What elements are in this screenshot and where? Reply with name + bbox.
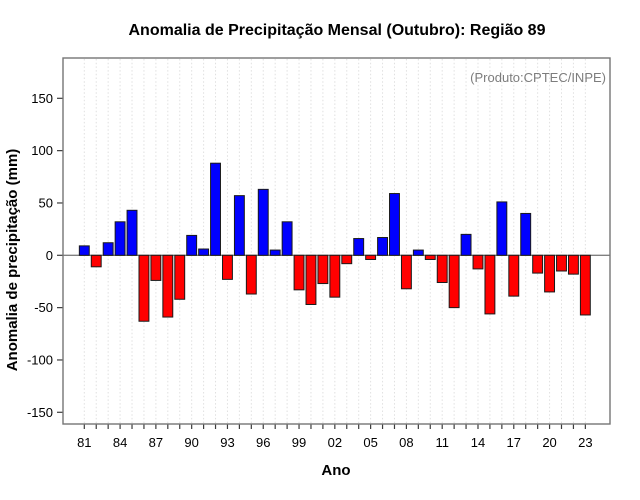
x-tick-label: 02 xyxy=(328,435,342,450)
bar-2023 xyxy=(579,254,591,316)
bar-1987 xyxy=(150,254,162,281)
y-tick-label: 0 xyxy=(46,248,53,263)
bar-1994 xyxy=(233,195,245,256)
bar-1993 xyxy=(222,254,233,280)
bar-2000 xyxy=(305,254,317,305)
x-tick-label: 81 xyxy=(77,435,91,450)
bar-2022 xyxy=(567,254,579,275)
x-tick-label: 93 xyxy=(220,435,234,450)
bar-1986 xyxy=(138,254,150,322)
bar-2011 xyxy=(436,254,448,284)
bar-2007 xyxy=(389,193,400,256)
bar-1981 xyxy=(78,245,90,256)
x-tick-label: 84 xyxy=(113,435,127,450)
x-tick-label: 17 xyxy=(507,435,521,450)
bar-2019 xyxy=(532,254,544,274)
x-tick-label: 90 xyxy=(184,435,198,450)
chart-title: Anomalia de Precipitação Mensal (Outubro… xyxy=(129,22,546,39)
bar-1992 xyxy=(210,162,221,256)
x-tick-label: 99 xyxy=(292,435,306,450)
bar-2009 xyxy=(412,249,424,256)
axis-ticks xyxy=(57,97,586,429)
gridlines xyxy=(83,59,586,423)
bar-1995 xyxy=(245,254,257,295)
x-tick-label: 14 xyxy=(471,435,485,450)
bar-1988 xyxy=(162,254,174,318)
bar-1997 xyxy=(269,249,281,256)
bar-2020 xyxy=(544,254,556,293)
bar-1985 xyxy=(126,209,138,256)
x-tick-label: 05 xyxy=(363,435,377,450)
bar-1983 xyxy=(102,242,114,256)
bar-1991 xyxy=(198,248,210,256)
x-tick-label: 11 xyxy=(435,435,449,450)
y-tick-label: 50 xyxy=(39,195,53,210)
bar-2006 xyxy=(377,237,389,256)
x-tick-label: 20 xyxy=(542,435,556,450)
plot-border xyxy=(62,57,611,425)
y-tick-label: -100 xyxy=(27,352,53,367)
bar-2013 xyxy=(460,233,472,256)
bar-1984 xyxy=(114,221,126,256)
y-tick-label: -150 xyxy=(27,405,53,420)
bar-2014 xyxy=(472,254,484,270)
y-tick-label: 100 xyxy=(31,143,53,158)
x-tick-label: 87 xyxy=(149,435,163,450)
bar-2005 xyxy=(365,254,377,260)
bar-2012 xyxy=(448,254,460,309)
product-annotation: (Produto:CPTEC/INPE) xyxy=(470,70,606,85)
bar-2010 xyxy=(424,254,436,260)
y-tick-label: 150 xyxy=(31,91,53,106)
bar-1982 xyxy=(90,254,102,268)
axis-tick-labels: 81 84 87 90 93 96 99 02 05 08 11 14 17 20 23 -150 -100 -5… xyxy=(27,91,593,450)
bar-2008 xyxy=(400,254,412,290)
bar-2021 xyxy=(556,254,567,272)
y-axis-label: Anomalia de precipitação (mm) xyxy=(4,149,21,372)
bar-2001 xyxy=(317,254,329,285)
bar-2018 xyxy=(520,212,532,256)
bar-1990 xyxy=(186,234,198,256)
bar-2016 xyxy=(496,201,508,256)
bar-1998 xyxy=(281,221,293,256)
x-tick-label: 96 xyxy=(256,435,270,450)
x-tick-label: 08 xyxy=(399,435,413,450)
x-tick-label: 23 xyxy=(578,435,592,450)
bars xyxy=(78,162,591,322)
bar-2017 xyxy=(508,254,520,297)
bar-2004 xyxy=(353,238,365,256)
bar-2015 xyxy=(484,254,496,315)
bar-1996 xyxy=(257,188,269,256)
bar-1989 xyxy=(174,254,186,300)
x-axis-label: Ano xyxy=(321,462,350,479)
bar-1999 xyxy=(293,254,305,291)
bar-2002 xyxy=(329,254,341,298)
bar-2003 xyxy=(341,254,353,265)
y-tick-label: -50 xyxy=(34,300,53,315)
